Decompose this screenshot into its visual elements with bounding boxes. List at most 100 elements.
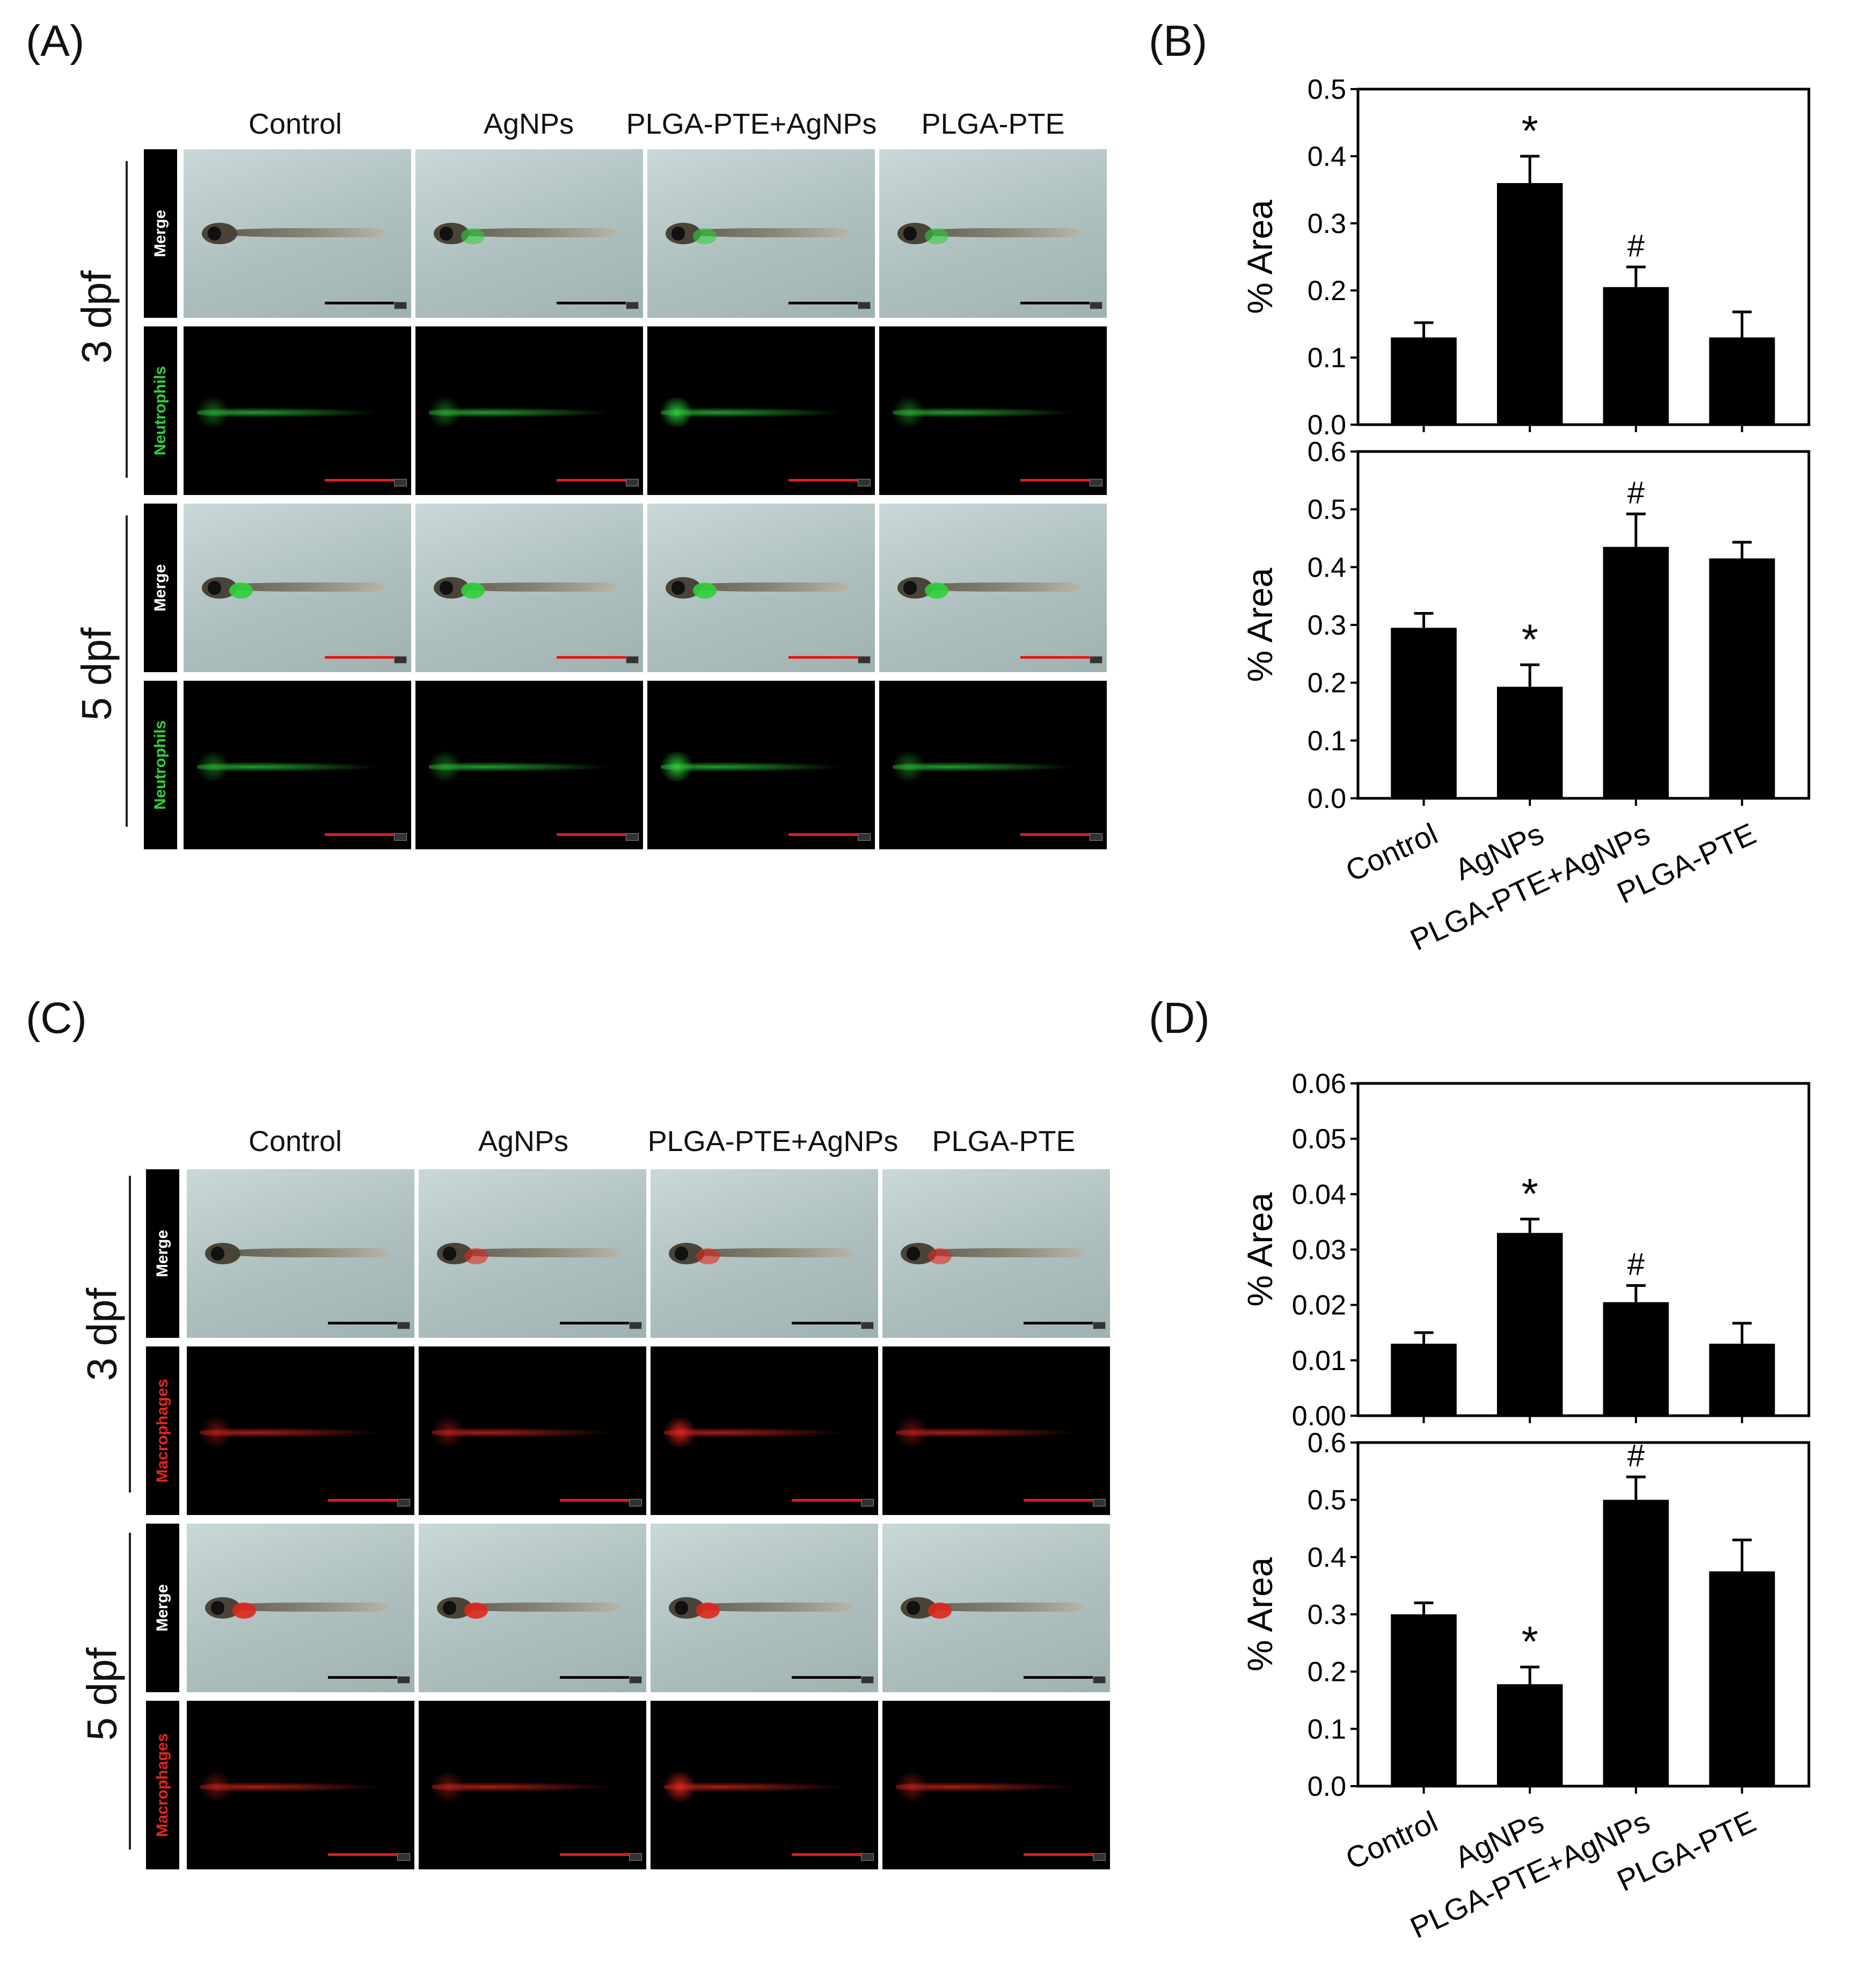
merge-image-tile	[184, 149, 411, 318]
merge-image-tile	[415, 149, 643, 318]
bar	[1496, 1233, 1563, 1416]
scale-bar	[1023, 1321, 1097, 1324]
larva-silhouette	[665, 574, 861, 601]
merge-image-tile	[879, 504, 1107, 672]
fluorescence-image-tile	[184, 681, 411, 849]
bar	[1496, 687, 1563, 798]
scale-bar	[559, 1676, 633, 1679]
scale-bar	[1023, 1853, 1097, 1856]
bar	[1603, 1302, 1669, 1416]
scale-label-box	[858, 302, 871, 310]
fluorescence-signal	[429, 407, 611, 418]
larva-silhouette	[436, 1594, 633, 1621]
row-tag-merge: Merge	[144, 149, 177, 318]
larva-silhouette	[205, 1240, 401, 1267]
scale-bar	[327, 1321, 401, 1324]
scale-label-box	[629, 1499, 642, 1507]
larva-silhouette	[897, 574, 1093, 601]
bar	[1603, 1499, 1669, 1786]
fluorescence-signal	[664, 1781, 846, 1792]
panel-label-d: (D)	[1149, 994, 1210, 1043]
y-tick-label: 0.3	[1308, 610, 1346, 641]
fluorescence-signal	[662, 1417, 699, 1448]
merge-image-tile	[419, 1524, 646, 1692]
merge-image-tile	[651, 1169, 878, 1338]
bar	[1391, 1343, 1457, 1416]
y-tick-label: 0.3	[1308, 208, 1346, 239]
fluorescence-image-tile	[187, 1701, 414, 1869]
panel-label-a: (A)	[26, 17, 85, 65]
scale-label-box	[861, 1322, 874, 1330]
bar	[1603, 547, 1669, 798]
scale-label-box	[1090, 656, 1102, 664]
scale-bar	[1020, 478, 1093, 482]
fluorescence-signal	[198, 1417, 235, 1448]
merge-image-tile	[187, 1524, 414, 1692]
merge-image-tile	[415, 504, 643, 672]
larva-silhouette	[665, 220, 861, 247]
scale-label-box	[626, 479, 639, 487]
scale-bar	[327, 1853, 401, 1856]
scale-label-box	[397, 1853, 410, 1861]
merge-image-tile	[647, 149, 875, 318]
scale-label-box	[1090, 302, 1102, 310]
significance-star: *	[1522, 615, 1538, 663]
scale-label-box	[861, 1499, 874, 1507]
scale-bar	[556, 656, 630, 659]
merge-image-tile	[419, 1169, 646, 1338]
col-header-agnps: AgNPs	[483, 108, 574, 140]
scale-bar	[324, 478, 398, 482]
fluorescence-signal	[427, 397, 464, 428]
fluorescence-image-tile	[882, 1701, 1110, 1869]
scale-label-box	[629, 1853, 642, 1861]
scale-bar	[556, 478, 630, 482]
chart-b: 0.0 0.1 0.2 0.3 0.4 0.5 % Area * #0.0 0.1 0.2 0.3 0.…	[1240, 74, 1810, 957]
y-axis-label: % Area	[1240, 567, 1280, 682]
fluorescence-signal	[195, 751, 232, 782]
row-tag-macrophages: Macrophages	[146, 1346, 179, 1515]
fluorescence-image-tile	[184, 326, 411, 495]
fluorescence-signal	[197, 407, 379, 418]
row-tag-merge-text: Merge	[154, 1584, 171, 1632]
row-tag-neutrophils-text: Neutrophils	[151, 720, 169, 810]
fluorescence-signal	[200, 1427, 383, 1438]
row-tag-merge: Merge	[144, 504, 177, 672]
merge-image-tile	[184, 504, 411, 672]
scale-label-box	[394, 833, 407, 841]
scale-bar	[791, 1853, 865, 1856]
y-axis-label: % Area	[1240, 200, 1280, 314]
significance-hash: #	[1627, 475, 1645, 510]
y-tick-label: 0.02	[1292, 1290, 1346, 1321]
scale-bar	[556, 833, 630, 836]
y-tick-label: 0.0	[1308, 1771, 1346, 1802]
bar	[1496, 183, 1563, 425]
y-tick-label: 0.0	[1308, 783, 1346, 814]
scale-bar	[791, 1498, 865, 1502]
larva-silhouette	[433, 574, 630, 601]
fluorescence-signal	[430, 1417, 467, 1448]
significance-hash: #	[1627, 1247, 1645, 1282]
significance-star: *	[1522, 1618, 1538, 1665]
scale-bar	[1020, 833, 1093, 836]
scale-label-box	[1093, 1676, 1106, 1684]
merge-image-tile	[187, 1169, 414, 1338]
scale-bar	[559, 1498, 633, 1502]
fluorescence-signal	[198, 1771, 235, 1802]
fluorescence-signal	[195, 397, 232, 428]
merge-image-tile	[879, 149, 1107, 318]
x-tick-label: Control	[1340, 817, 1442, 888]
scale-label-box	[861, 1853, 874, 1861]
fluorescence-signal	[200, 1781, 383, 1792]
merge-image-tile	[651, 1524, 878, 1692]
fluorescence-image-tile	[419, 1701, 646, 1869]
bar	[1391, 337, 1457, 425]
merge-image-tile	[882, 1169, 1110, 1338]
scale-bar	[788, 656, 861, 659]
y-tick-label: 0.4	[1308, 141, 1346, 172]
bracket-line	[126, 515, 128, 827]
fluorescence-signal	[890, 397, 928, 428]
larva-silhouette	[436, 1240, 633, 1267]
row-label-3dpf: 3 dpf	[72, 270, 120, 364]
scale-bar	[1020, 301, 1093, 304]
scale-label-box	[629, 1676, 642, 1684]
